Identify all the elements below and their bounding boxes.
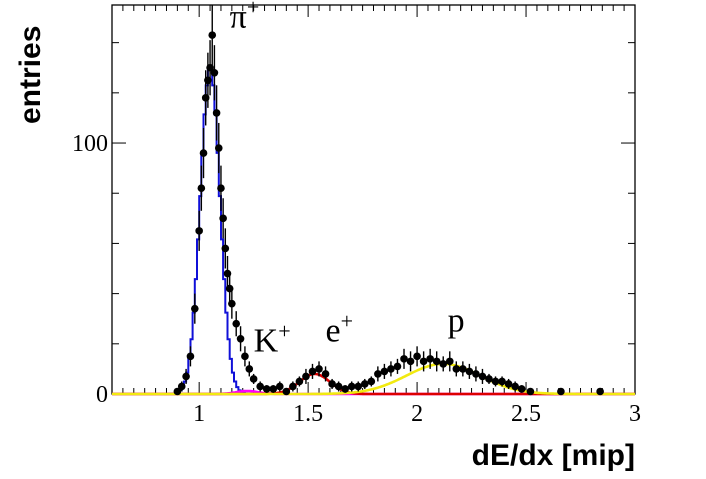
data-point <box>206 63 214 72</box>
fit-curves <box>112 68 635 396</box>
data-point <box>208 31 217 39</box>
data-point <box>517 385 526 393</box>
data-point <box>557 387 565 396</box>
data-point <box>232 319 241 328</box>
data-point <box>526 387 535 396</box>
data-point <box>413 352 421 361</box>
data-point <box>214 144 223 152</box>
data-point <box>262 385 271 393</box>
y-tick-label: 100 <box>72 131 108 157</box>
data-point <box>210 68 219 77</box>
data-point <box>245 365 254 373</box>
x-tick-label: 2.5 <box>511 401 541 427</box>
x-tick-label: 2 <box>411 401 423 427</box>
data-point <box>367 377 376 386</box>
data-point <box>406 357 415 366</box>
data-point <box>195 227 203 235</box>
y-axis-label: entries <box>14 26 47 124</box>
data-points <box>173 5 604 396</box>
data-point <box>491 377 500 386</box>
y-tick-label: 0 <box>96 382 108 408</box>
data-point <box>360 380 369 388</box>
data-point <box>256 382 264 391</box>
data-point <box>380 367 389 376</box>
data-point <box>275 382 284 391</box>
particle-annotations: π+ K+ e+ p <box>230 0 465 359</box>
data-point <box>478 372 487 381</box>
data-point <box>334 382 343 391</box>
data-point <box>219 214 227 223</box>
data-point <box>459 365 467 373</box>
data-point <box>212 109 221 117</box>
data-point <box>308 367 317 376</box>
data-point <box>282 387 291 396</box>
data-point <box>302 372 310 381</box>
data-point <box>186 352 195 361</box>
data-point <box>400 355 408 363</box>
data-point <box>426 355 434 363</box>
data-point <box>217 184 225 193</box>
data-point <box>387 365 395 373</box>
data-point <box>249 375 258 383</box>
particle-label: e+ <box>326 308 354 349</box>
data-point <box>315 365 323 373</box>
data-point <box>321 370 330 378</box>
data-point <box>445 357 454 366</box>
data-point <box>472 370 480 378</box>
data-point <box>182 372 190 381</box>
axis-ticks <box>111 5 636 395</box>
data-point <box>269 385 278 393</box>
data-point <box>347 382 356 391</box>
data-point <box>241 352 249 361</box>
data-point <box>485 375 493 383</box>
data-point <box>191 304 199 313</box>
data-point <box>199 149 208 157</box>
data-point <box>354 382 363 391</box>
data-point <box>177 382 186 391</box>
data-point <box>465 367 474 376</box>
x-axis-label: dE/dx [mip] <box>472 439 635 472</box>
plot-frame <box>111 4 636 395</box>
data-point <box>596 387 604 396</box>
data-point <box>511 382 519 391</box>
fit-curve-p <box>112 362 635 396</box>
data-point <box>228 299 236 308</box>
data-point <box>432 357 441 366</box>
data-point <box>341 385 349 393</box>
data-point <box>236 334 245 343</box>
data-point <box>374 370 382 378</box>
data-point <box>197 184 206 193</box>
x-tick-label: 1 <box>193 401 205 427</box>
data-point <box>439 360 448 368</box>
x-tick-label: 3 <box>629 401 641 427</box>
fit-curve-πplus <box>112 68 635 395</box>
particle-label: π+ <box>230 0 260 36</box>
particle-label: p <box>448 302 465 339</box>
tick-labels: 1 1.5 2 2.5 3 0 100 <box>72 131 641 427</box>
data-point <box>498 377 506 386</box>
data-point <box>393 362 402 371</box>
data-point <box>452 365 461 373</box>
data-point <box>221 244 230 253</box>
data-point <box>295 377 304 386</box>
data-point <box>173 387 182 396</box>
data-point <box>419 357 428 366</box>
particle-label: K+ <box>254 318 291 359</box>
data-point <box>328 380 336 388</box>
data-point <box>289 382 297 391</box>
data-point <box>504 380 513 388</box>
x-tick-label: 1.5 <box>293 401 323 427</box>
